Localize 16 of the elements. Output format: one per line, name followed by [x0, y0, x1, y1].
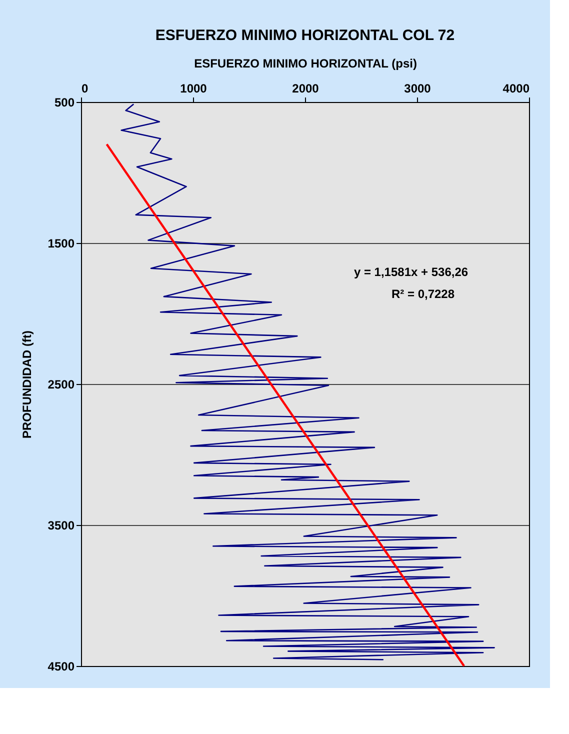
y-tick-label: 4500 [48, 660, 75, 674]
x-axis-title: ESFUERZO MINIMO HORIZONTAL (psi) [194, 56, 417, 70]
y-tick-label: 2500 [48, 378, 75, 392]
annotation: y = 1,1581x + 536,26 [354, 265, 468, 279]
chart-title: ESFUERZO MINIMO HORIZONTAL COL 72 [155, 27, 455, 44]
y-tick-label: 3500 [48, 518, 75, 532]
annotation: R² = 0,7228 [391, 287, 455, 301]
x-tick-label: 3000 [404, 82, 432, 96]
y-axis-title: PROFUNDIDAD (ft) [20, 330, 34, 438]
x-tick-label: 4000 [502, 82, 530, 96]
y-tick-label: 1500 [48, 236, 75, 250]
x-tick-label: 2000 [292, 82, 320, 96]
x-tick-label: 1000 [180, 82, 208, 96]
y-tick-label: 500 [54, 96, 75, 110]
x-tick-label: 0 [82, 82, 88, 96]
line-series [120, 103, 495, 660]
